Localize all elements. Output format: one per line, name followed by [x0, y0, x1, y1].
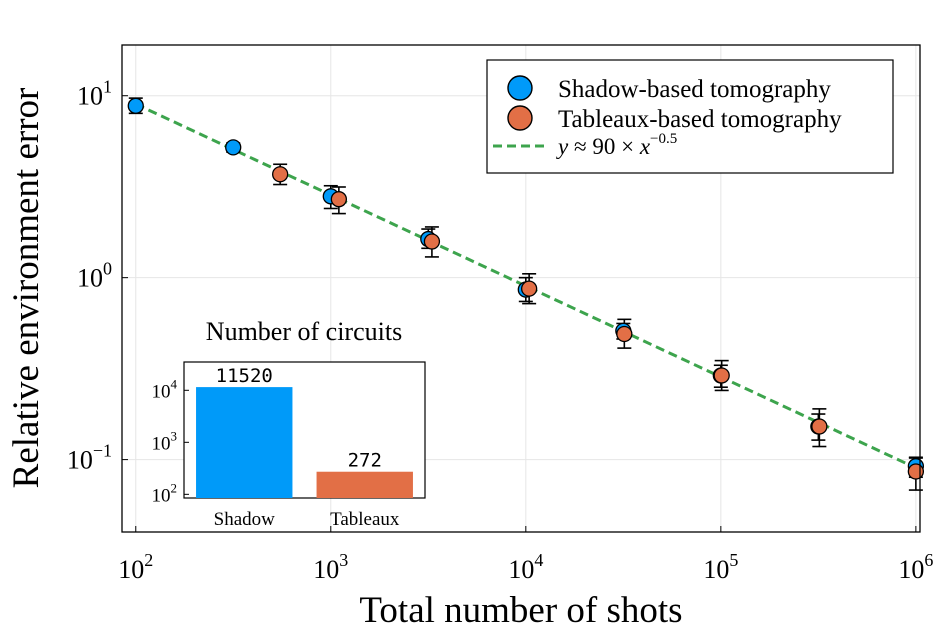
- x-tick-label: 105: [703, 550, 738, 584]
- y-tick-base: 10: [67, 446, 93, 475]
- x-tick-exp: 5: [729, 550, 738, 570]
- legend-marker-shadow: [507, 75, 533, 101]
- inset-y-tick-base: 10: [152, 433, 171, 454]
- inset-bar-tableaux: [316, 471, 413, 498]
- fit-x-symbol: x: [639, 134, 651, 159]
- inset-y-tick-exp: 2: [171, 480, 178, 495]
- inset-y-tick-label: 102: [152, 480, 178, 506]
- x-tick-exp: 6: [924, 550, 933, 570]
- point-shadow: [225, 139, 242, 156]
- legend-label-shadow: Shadow-based tomography: [558, 76, 831, 103]
- fit-y-symbol: y: [556, 134, 569, 159]
- y-tick-exp: 0: [103, 259, 112, 279]
- legend-label-fit: y ≈ 90 × x−0.5: [556, 131, 677, 159]
- x-tick-exp: 3: [339, 550, 348, 570]
- fit-line: [135, 102, 921, 472]
- point-tableaux: [811, 418, 828, 435]
- point-tableaux: [713, 367, 730, 384]
- inset-category-labels: Shadow Tableaux: [214, 509, 400, 530]
- x-tick-label: 104: [508, 550, 543, 584]
- x-tick-base: 10: [313, 555, 339, 584]
- y-axis-label: Relative environment error: [6, 88, 47, 489]
- y-tick-base: 10: [77, 82, 103, 111]
- x-tick-base: 10: [898, 555, 924, 584]
- plot-frame: [121, 44, 921, 533]
- point-tableaux: [272, 166, 289, 183]
- y-tick-label: 100: [77, 259, 112, 293]
- x-tick-label: 103: [313, 550, 348, 584]
- x-tick-base: 10: [508, 555, 534, 584]
- inset-data-label: 11520: [216, 365, 273, 387]
- inset-y-tick-label: 104: [152, 376, 178, 402]
- point-tableaux: [330, 191, 348, 208]
- inset-data-labels: 11520 272: [216, 365, 382, 472]
- fit-exponent: −0.5: [650, 131, 677, 147]
- point-shadow: [127, 97, 144, 114]
- legend-label-tableaux: Tableaux-based tomography: [558, 106, 842, 133]
- point-tableaux: [520, 280, 538, 297]
- y-tick-label: 10−1: [67, 441, 112, 475]
- y-tick-exp: 1: [103, 77, 112, 97]
- y-tick-label: 101: [77, 77, 112, 111]
- x-tick-base: 10: [703, 555, 729, 584]
- inset-category-label: Tableaux: [330, 509, 400, 530]
- inset-category-label: Shadow: [214, 509, 276, 530]
- inset-data-label: 272: [348, 450, 382, 472]
- x-ticks: 102 103 104 105 106: [118, 526, 933, 584]
- x-tick-base: 10: [118, 555, 144, 584]
- inset-bar-shadow: [196, 387, 293, 498]
- inset-bars: [196, 387, 413, 498]
- point-tableaux: [423, 233, 441, 250]
- inset-y-tick-label: 103: [152, 428, 178, 454]
- point-tableaux: [907, 463, 925, 480]
- inset-y-tick-base: 10: [152, 381, 171, 402]
- x-tick-label: 106: [898, 550, 933, 584]
- fit-relation: ≈ 90 ×: [568, 134, 640, 159]
- legend: Shadow-based tomography Tableaux-based t…: [486, 59, 894, 174]
- inset-title: Number of circuits: [206, 317, 402, 346]
- inset-y-tick-exp: 4: [171, 376, 178, 391]
- legend-box: [486, 59, 894, 174]
- inset-y-tick-exp: 3: [171, 428, 178, 443]
- y-tick-exp: −1: [93, 441, 112, 461]
- x-tick-label: 102: [118, 550, 153, 584]
- inset-y-tick-base: 10: [152, 485, 171, 506]
- legend-marker-tableaux: [507, 105, 533, 131]
- x-tick-exp: 2: [144, 550, 153, 570]
- x-tick-exp: 4: [534, 550, 543, 570]
- y-tick-base: 10: [77, 264, 103, 293]
- x-axis-label: Total number of shots: [359, 590, 682, 625]
- point-tableaux: [616, 325, 633, 343]
- fit-line-layer: [135, 102, 921, 472]
